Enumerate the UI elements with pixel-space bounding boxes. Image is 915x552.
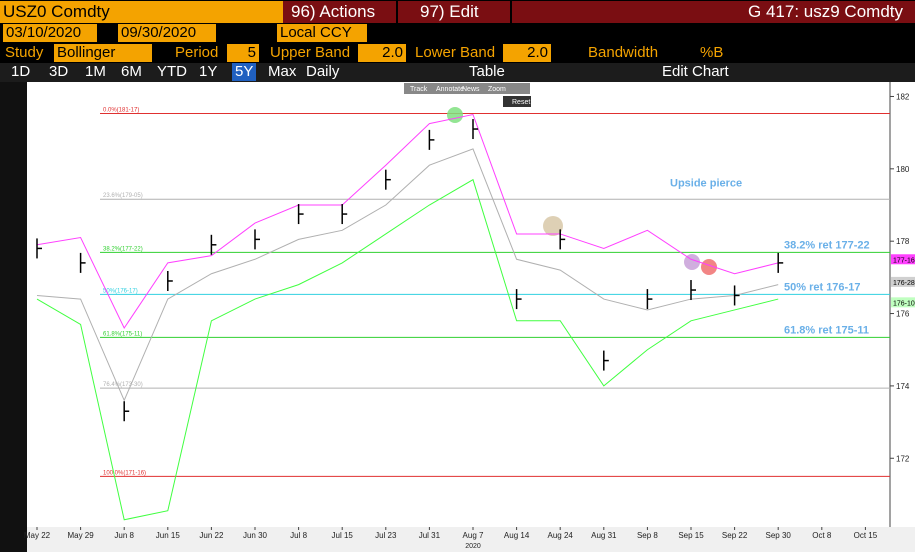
x-tick-label: Jun 22 xyxy=(199,531,224,540)
price-tag xyxy=(891,254,915,265)
annotation: Upside pierce xyxy=(670,178,742,190)
annotation: 61.8% ret 175-11 xyxy=(784,324,869,336)
y-tick-label: 180 xyxy=(896,165,910,174)
end-date[interactable]: 09/30/2020 xyxy=(118,24,216,42)
x-tick-label: Jul 15 xyxy=(332,531,354,540)
band-line xyxy=(36,148,779,402)
period[interactable]: 5 xyxy=(227,44,259,62)
x-tick-label: Jul 31 xyxy=(419,531,441,540)
x-tick-label: Oct 15 xyxy=(854,531,878,540)
edit-menu[interactable]: 97) Edit xyxy=(398,1,510,23)
x-tick-label: Sep 30 xyxy=(766,531,792,540)
price-tag-label: 176-28 xyxy=(893,280,915,287)
study[interactable]: Bollinger xyxy=(54,44,152,62)
range-button[interactable]: Max xyxy=(268,63,297,80)
reset-bg xyxy=(503,96,531,107)
mini-button: Track xyxy=(410,86,428,93)
x-tick-label: Jul 23 xyxy=(375,531,397,540)
plot-area xyxy=(27,82,890,527)
bandwidth[interactable]: Bandwidth xyxy=(588,44,659,61)
actions-menu[interactable]: 96) Actions xyxy=(283,1,396,23)
range-bar xyxy=(0,63,915,82)
fib-label: 61.8%(175-11) xyxy=(103,331,142,337)
range-button[interactable]: 1Y xyxy=(199,63,218,80)
fib-label: 38.2%(177-22) xyxy=(103,246,143,252)
x-tick-label: Oct 8 xyxy=(812,531,832,540)
x-tick-label: Jul 8 xyxy=(290,531,307,540)
y-tick-label: 176 xyxy=(896,310,910,319)
x-tick-label: May 22 xyxy=(24,531,51,540)
mini-button: News xyxy=(462,86,480,93)
lower-label: Lower Band xyxy=(415,44,496,61)
mini-button: Annotate xyxy=(436,86,464,93)
year-label: 2020 xyxy=(465,543,481,550)
mini-button: Zoom xyxy=(488,86,506,93)
highlight xyxy=(701,259,717,275)
y-tick-label: 172 xyxy=(896,454,910,463)
x-tick-label: Jun 15 xyxy=(156,531,181,540)
x-tick-label: Sep 15 xyxy=(678,531,704,540)
sidebar xyxy=(0,82,27,552)
x-tick-label: Aug 7 xyxy=(463,531,484,540)
range-button[interactable]: 1D xyxy=(11,63,31,80)
range-button[interactable]: 1M xyxy=(85,63,106,80)
range-button[interactable]: 5Y xyxy=(232,63,257,81)
y-tick-label: 178 xyxy=(896,237,910,246)
frequency[interactable]: Daily xyxy=(306,63,340,80)
study-label: Study xyxy=(5,44,44,61)
fib-label: 100.0%(171-16) xyxy=(103,470,146,476)
price-tag-label: 176-10 xyxy=(893,300,915,307)
table-button[interactable]: Table xyxy=(469,63,505,80)
highlight xyxy=(543,216,563,236)
price-tag xyxy=(891,297,915,308)
x-tick-label: May 29 xyxy=(67,531,94,540)
price-tag xyxy=(891,276,915,287)
price-tag-label: 177-16 xyxy=(893,257,915,264)
start-date[interactable]: 03/10/2020 xyxy=(3,24,97,42)
band-line xyxy=(36,113,779,330)
x-tick-label: Sep 8 xyxy=(637,531,658,540)
x-tick-label: Aug 14 xyxy=(504,531,530,540)
pctb[interactable]: %B xyxy=(700,44,724,61)
fib-label: 76.4%(173-30) xyxy=(103,382,143,388)
mini-button: Reset xyxy=(512,99,530,106)
x-tick-label: Jun 30 xyxy=(243,531,268,540)
fib-label: 50%(176-17) xyxy=(103,288,138,294)
currency[interactable]: Local CCY xyxy=(277,24,367,42)
range-button[interactable]: 3D xyxy=(49,63,69,80)
annotation: 38.2% ret 177-22 xyxy=(784,239,870,251)
range-button[interactable]: 6M xyxy=(121,63,142,80)
fib-label: 23.6%(179-05) xyxy=(103,193,143,199)
upper[interactable]: 2.0 xyxy=(358,44,406,62)
y-tick-label: 182 xyxy=(896,92,910,101)
x-tick-label: Sep 22 xyxy=(722,531,748,540)
highlight xyxy=(447,107,463,123)
x-tick-label: Aug 31 xyxy=(591,531,617,540)
period-label: Period xyxy=(175,44,219,61)
lower[interactable]: 2.0 xyxy=(503,44,551,62)
x-tick-label: Jun 8 xyxy=(114,531,134,540)
y-tick-label: 174 xyxy=(896,382,910,391)
x-tick-label: Aug 24 xyxy=(548,531,574,540)
band-line xyxy=(36,178,779,521)
mini-bg xyxy=(404,83,530,94)
edit-chart[interactable]: Edit Chart xyxy=(662,63,729,80)
upper-label: Upper Band xyxy=(270,44,351,61)
security: G 417: usz9 Comdty xyxy=(512,1,915,23)
annotation: 50% ret 176-17 xyxy=(784,281,860,293)
fib-label: 0.0%(181-17) xyxy=(103,107,139,113)
range-button[interactable]: YTD xyxy=(157,63,187,80)
highlight xyxy=(684,254,700,270)
ticker[interactable]: USZ0 Comdty xyxy=(0,1,283,23)
x-axis-area xyxy=(27,527,915,552)
